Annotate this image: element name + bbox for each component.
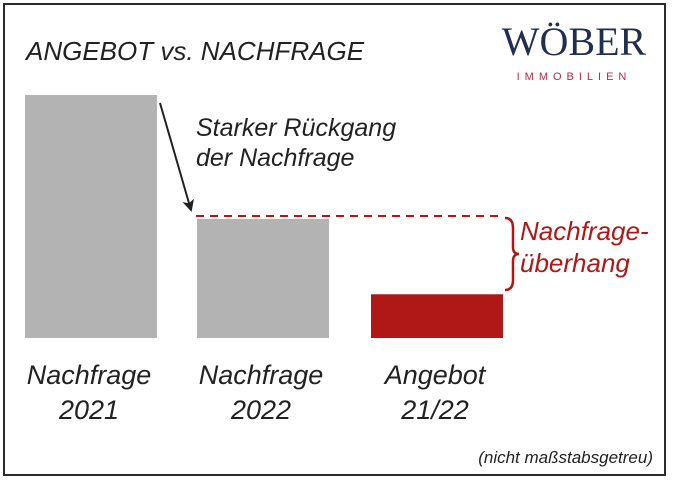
bar-3: [371, 294, 503, 338]
surplus-label-line2: überhang: [520, 248, 630, 278]
bar-2: [197, 218, 329, 338]
decline-arrow: [159, 102, 194, 212]
decline-annotation: Starker Rückgang der Nachfrage: [159, 102, 396, 212]
brand-logo: WÖBER IMMOBILIEN: [502, 19, 647, 83]
category-label-3-line2: 21/22: [400, 395, 469, 425]
brand-name: WÖBER: [502, 19, 647, 64]
surplus-brace: [504, 216, 520, 292]
surplus-label-line1: Nachfrage-: [520, 216, 649, 246]
category-label-3-line1: Angebot: [383, 360, 487, 390]
category-label-1-line2: 2021: [58, 395, 119, 425]
surplus-annotation: Nachfrage- überhang: [196, 215, 649, 292]
chart-title: ANGEBOT vs. NACHFRAGE: [24, 36, 365, 66]
category-labels: Nachfrage 2021 Nachfrage 2022 Angebot 21/22: [27, 360, 487, 425]
category-label-1-line1: Nachfrage: [27, 360, 152, 390]
decline-label-line2: der Nachfrage: [196, 144, 354, 172]
category-label-2-line1: Nachfrage: [199, 360, 324, 390]
bar-1: [25, 95, 157, 338]
bars-group: [25, 95, 503, 338]
brand-tagline: IMMOBILIEN: [517, 71, 632, 83]
decline-label-line1: Starker Rückgang: [196, 114, 396, 142]
category-label-2-line2: 2022: [230, 395, 291, 425]
footnote: (nicht maßstabsgetreu): [478, 448, 653, 467]
